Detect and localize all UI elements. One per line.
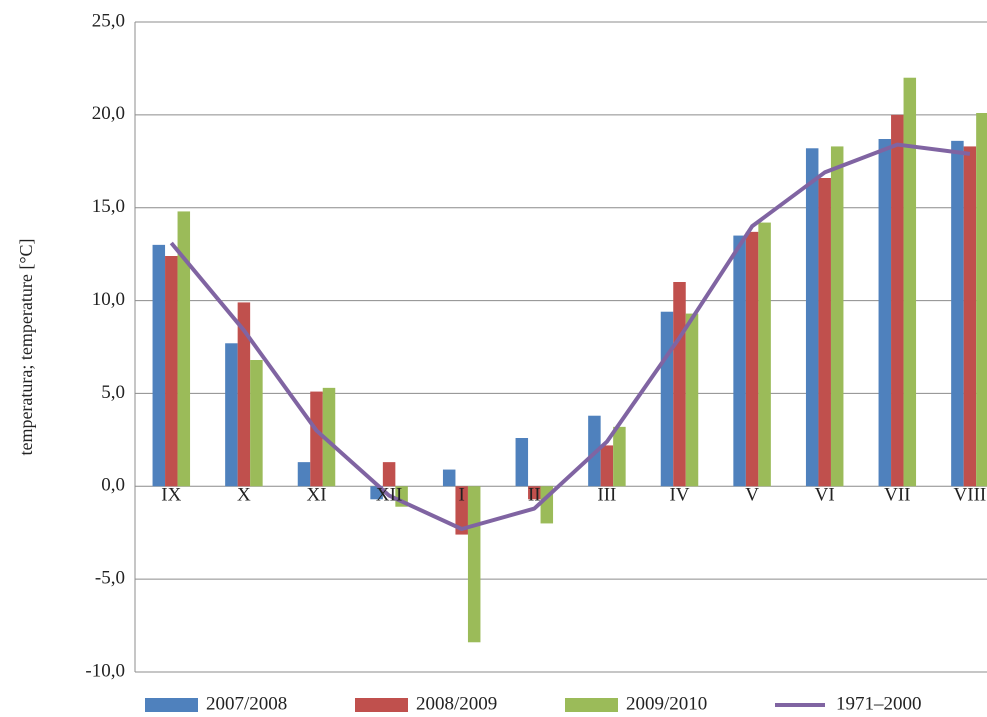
bar [733,235,746,487]
x-tick-label: III [597,485,616,506]
y-tick-label: 25,0 [92,10,125,31]
bar [613,426,626,487]
bar [442,469,456,487]
legend-swatch [565,698,618,712]
x-tick-label: IX [161,485,181,506]
bar [310,391,323,487]
bar [976,113,987,487]
y-tick-label: -5,0 [95,568,125,589]
x-tick-label: XI [306,485,326,506]
bar [152,244,166,487]
y-tick-label: 5,0 [101,382,125,403]
y-tick-label: 15,0 [92,196,125,217]
bar [685,313,699,487]
bar [818,178,831,487]
bar [177,211,191,487]
x-tick-label: V [745,485,759,506]
bar [322,387,336,487]
bar [600,445,614,487]
x-tick-label: X [237,485,251,506]
bar [237,302,251,487]
bar [963,146,977,487]
legend-swatch [145,698,198,712]
bar [467,486,481,643]
line [169,142,971,531]
bar [903,77,917,487]
bar [805,148,819,487]
bar [878,139,892,487]
x-tick-label: II [528,485,541,506]
bar [745,231,759,487]
legend-label: 2008/2009 [416,693,497,714]
y-tick-label: 20,0 [92,103,125,124]
bar [673,282,686,487]
bar [758,222,771,487]
x-tick-label: IV [669,485,689,506]
x-tick-label: I [459,485,465,506]
bar [528,486,541,500]
bar [830,146,844,487]
legend-label: 2009/2010 [626,693,707,714]
x-tick-label: VIII [954,485,987,506]
legend-swatch [355,698,408,712]
x-tick-label: VI [815,485,835,506]
bar [382,462,396,487]
x-tick-label: XII [376,485,402,506]
y-tick-label: -10,0 [85,660,125,681]
bar [165,256,178,487]
y-tick-label: 0,0 [101,475,125,496]
bar [250,360,263,487]
bar [297,462,311,487]
y-tick-label: 10,0 [92,289,125,310]
bar [951,140,964,487]
y-axis-label: temperatura; temperature [°C] [16,238,36,455]
bar [891,114,904,487]
bar [660,311,674,487]
bar [515,438,529,487]
x-tick-label: VII [884,485,910,506]
bar [225,343,238,487]
legend-label: 1971–2000 [836,693,922,714]
bar [455,486,468,535]
legend-label: 2007/2008 [206,693,287,714]
